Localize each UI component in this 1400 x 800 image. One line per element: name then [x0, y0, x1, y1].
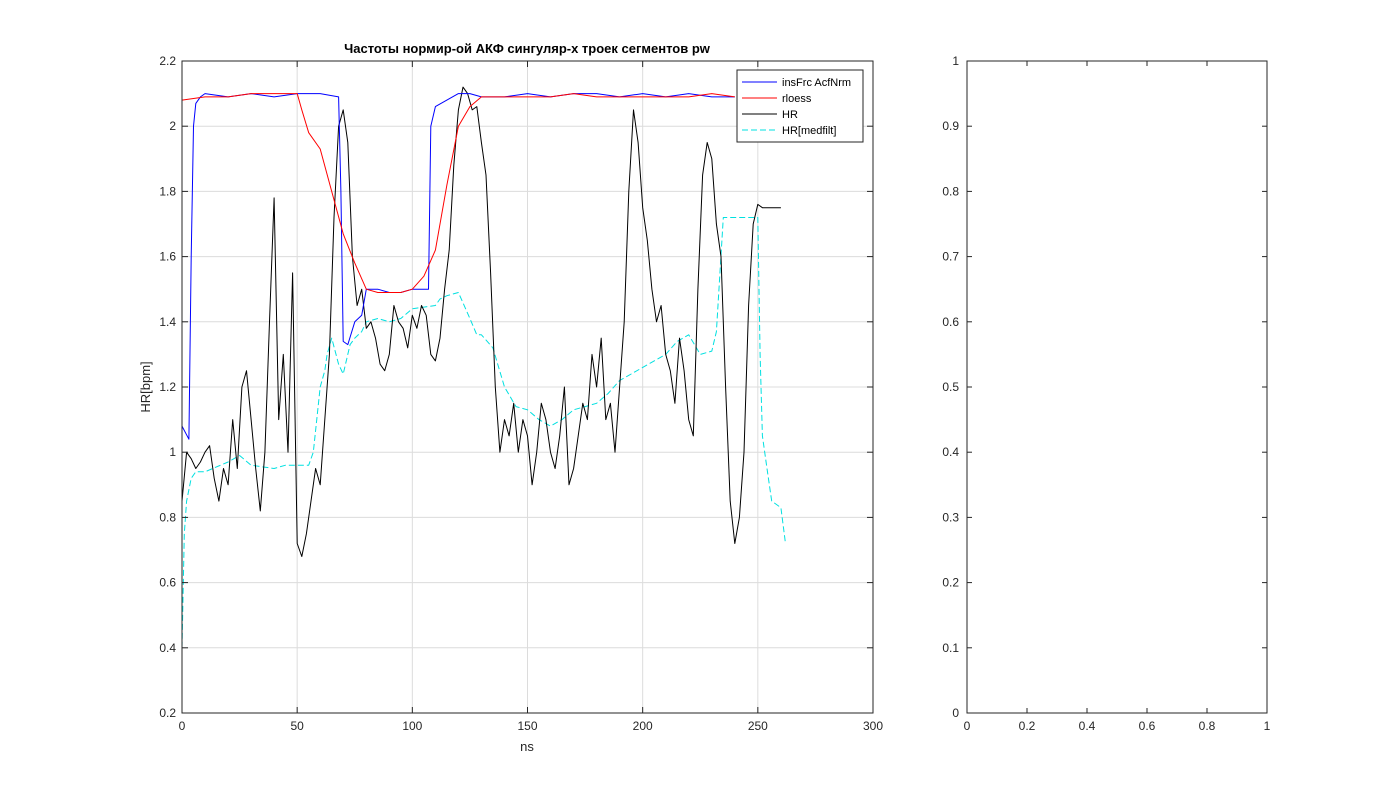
- x-tick-label: 0: [179, 719, 186, 733]
- y-tick-label: 1: [952, 54, 959, 68]
- x-tick-label: 100: [402, 719, 422, 733]
- y-tick-label: 0.1: [942, 641, 959, 655]
- x-tick-label: 150: [517, 719, 537, 733]
- series-line-hr: [181, 86, 781, 557]
- y-tick-label: 0.2: [942, 576, 959, 590]
- y-tick-label: 0.8: [942, 184, 959, 198]
- x-tick-label: 0.6: [1139, 719, 1156, 733]
- legend-entry: HR[medfilt]: [782, 125, 836, 137]
- y-tick-label: 0.5: [942, 380, 959, 394]
- x-tick-label: 200: [633, 719, 653, 733]
- y-tick-label: 0.9: [942, 119, 959, 133]
- x-tick-label: 0.8: [1199, 719, 1216, 733]
- y-tick-label: 1.4: [159, 315, 176, 329]
- y-tick-label: 0.8: [159, 510, 176, 524]
- y-tick-label: 2.2: [159, 54, 176, 68]
- y-tick-label: 0.7: [942, 250, 959, 264]
- y-tick-label: 1.8: [159, 184, 176, 198]
- x-tick-label: 1: [1264, 719, 1271, 733]
- y-tick-label: 0.6: [159, 576, 176, 590]
- legend-entry: HR: [782, 109, 798, 121]
- series-line-hr-medfilt: [181, 217, 786, 648]
- main-axes: 0 50 100 150 200 250 300 0.2 0.4 0.6 0.8 1 1.2 1.4 1.6…: [138, 41, 883, 754]
- x-tick-label: 50: [290, 719, 304, 733]
- secondary-axes: 0 0.2 0.4 0.6 0.8 1 0 0.1 0.2 0.3 0.4 0.5 0.6 0.7 0.8 0…: [942, 54, 1270, 733]
- main-axes-grid: [182, 61, 873, 713]
- x-tick-label: 250: [748, 719, 768, 733]
- main-axes-ticks: 0 50 100 150 200 250 300 0.2 0.4 0.6 0.8 1 1.2 1.4 1.6…: [159, 54, 883, 733]
- legend-entry: insFrc AcfNrm: [782, 77, 851, 89]
- y-tick-label: 1.6: [159, 250, 176, 264]
- y-tick-label: 0.4: [942, 445, 959, 459]
- y-tick-label: 1.2: [159, 380, 176, 394]
- chart-title: Частоты нормир-ой АКФ сингуляр-х троек с…: [344, 41, 711, 56]
- legend[interactable]: insFrc AcfNrm rloess HR HR[medfilt]: [736, 69, 864, 143]
- y-tick-label: 0.2: [159, 706, 176, 720]
- x-tick-label: 0.2: [1019, 719, 1036, 733]
- y-tick-label: 0.6: [942, 315, 959, 329]
- legend-entry: rloess: [782, 93, 812, 105]
- x-axis-label: ns: [520, 739, 534, 754]
- series-line-rloess: [181, 93, 735, 293]
- y-tick-label: 0: [952, 706, 959, 720]
- y-axis-label: HR[bpm]: [138, 361, 153, 412]
- x-tick-label: 0.4: [1079, 719, 1096, 733]
- x-tick-label: 0: [964, 719, 971, 733]
- y-tick-label: 1: [169, 445, 176, 459]
- y-tick-label: 0.4: [159, 641, 176, 655]
- y-tick-label: 0.3: [942, 510, 959, 524]
- y-tick-label: 2: [169, 119, 176, 133]
- secondary-axes-ticks: 0 0.2 0.4 0.6 0.8 1 0 0.1 0.2 0.3 0.4 0.5 0.6 0.7 0.8 0…: [942, 54, 1270, 733]
- x-tick-label: 300: [863, 719, 883, 733]
